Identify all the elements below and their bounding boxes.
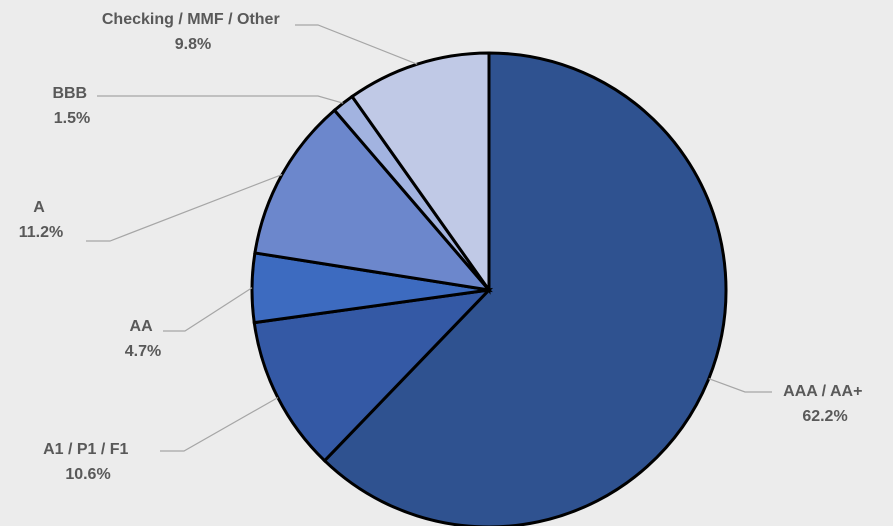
- pie-slice-a1-p1-f1: [252, 287, 494, 463]
- label-aa: AA 4.7%: [125, 318, 161, 360]
- slice-labels: AAA / AA+ 62.2% A1 / P1 / F1 10.6% AA 4.…: [19, 11, 867, 483]
- label-a-name: A: [33, 199, 45, 216]
- label-aa-value: 4.7%: [125, 343, 161, 360]
- leader-line-aaa-aa-plus: [708, 378, 772, 393]
- label-a1-p1-f1-value: 10.6%: [65, 466, 110, 483]
- label-bbb-name: BBB: [52, 85, 87, 102]
- label-a-value: 11.2%: [19, 224, 63, 241]
- pie-slices: [250, 51, 728, 526]
- leader-line-bbb: [97, 95, 344, 104]
- label-bbb: BBB 1.5%: [52, 85, 91, 127]
- label-aaa-aa-plus-name: AAA / AA+: [783, 383, 862, 400]
- label-checking-mmf-other-value: 9.8%: [175, 36, 211, 53]
- label-a1-p1-f1-name: A1 / P1 / F1: [43, 441, 128, 458]
- leader-line-aa: [163, 287, 253, 332]
- leader-line-a1-p1-f1: [160, 397, 279, 452]
- label-checking-mmf-other: Checking / MMF / Other 9.8%: [102, 11, 284, 53]
- label-aa-name: AA: [130, 318, 154, 335]
- leader-line-a: [86, 173, 283, 242]
- leader-lines: [86, 24, 772, 452]
- label-a: A 11.2%: [19, 199, 63, 241]
- leader-line-checking-mmf-other: [295, 24, 418, 65]
- label-aaa-aa-plus: AAA / AA+ 62.2%: [783, 383, 867, 425]
- label-checking-mmf-other-name: Checking / MMF / Other: [102, 11, 280, 28]
- label-a1-p1-f1: A1 / P1 / F1 10.6%: [43, 441, 133, 483]
- label-aaa-aa-plus-value: 62.2%: [802, 408, 847, 425]
- label-bbb-value: 1.5%: [54, 110, 90, 127]
- pie-slice-checking-mmf-other: [350, 51, 491, 295]
- pie-slice-aaa-aa-plus: [322, 51, 728, 526]
